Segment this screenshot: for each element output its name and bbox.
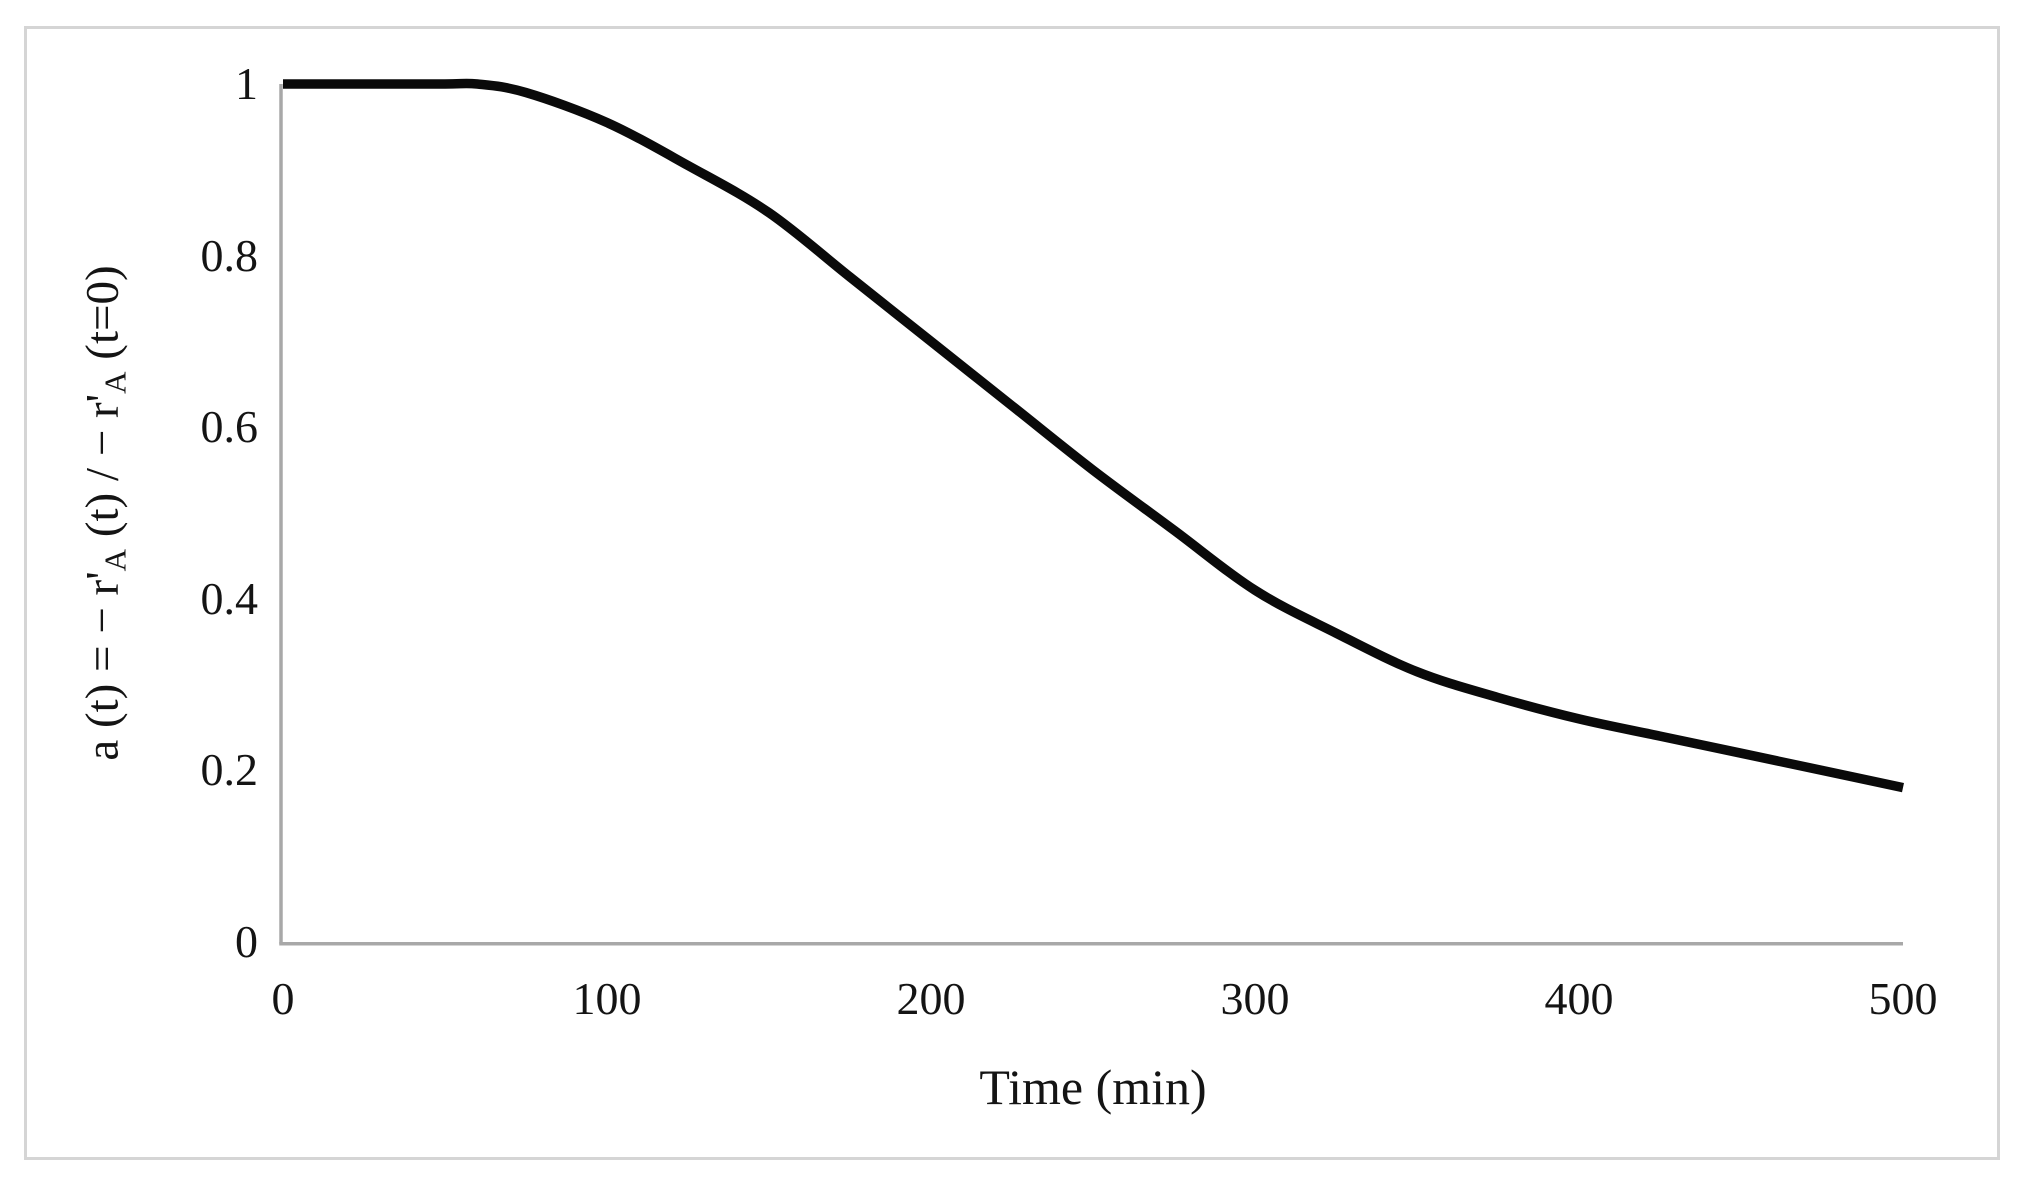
x-axis-title: Time (min): [979, 1059, 1207, 1115]
y-axis-title-text: a (t) = − r': [76, 571, 129, 761]
deactivation-curve: [283, 78, 1904, 793]
y-axis-title-text: (t) / − r': [76, 393, 129, 549]
figure-border: [24, 26, 2000, 1160]
x-tick-label: 500: [1868, 973, 1938, 1024]
y-axis-title: a (t) = − r'A (t) / − r'A (t=0): [76, 265, 133, 761]
y-axis-title-subscript: A: [97, 371, 133, 394]
y-tick-label: 0.4: [200, 573, 259, 624]
y-tick-label: 0.2: [200, 744, 259, 795]
y-tick-label: 0: [235, 916, 258, 967]
y-tick-label: 1: [235, 58, 258, 109]
x-tick-label: 100: [572, 973, 642, 1024]
x-tick-label: 300: [1220, 973, 1290, 1024]
y-axis-title-subscript: A: [97, 548, 133, 572]
y-tick-label: 0.8: [200, 230, 259, 281]
y-tick-label: 0.6: [200, 401, 259, 452]
y-axis-title-text: (t=0): [76, 265, 129, 372]
x-tick-label: 200: [896, 973, 966, 1024]
x-tick-label: 0: [271, 973, 295, 1024]
x-tick-label: 400: [1544, 973, 1614, 1024]
